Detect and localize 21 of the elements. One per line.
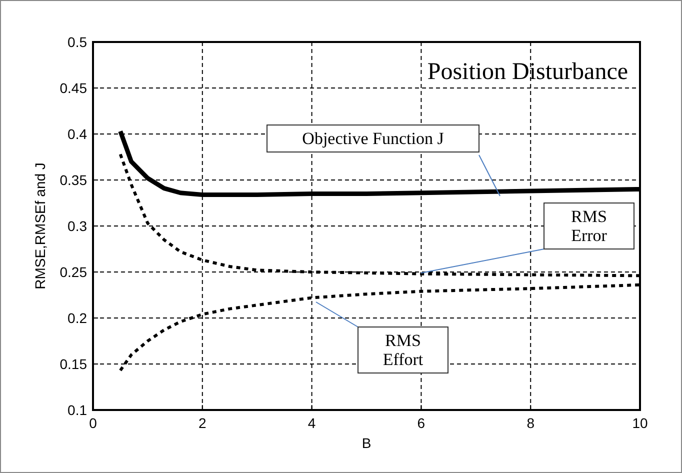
x-tick-label: 10	[632, 415, 648, 431]
y-tick-label: 0.2	[68, 310, 88, 326]
x-tick-label: 8	[526, 415, 535, 431]
y-tick-label: 0.15	[60, 356, 88, 372]
x-axis-title: B	[362, 435, 372, 451]
text: Position Disturbance	[427, 59, 628, 85]
annotation: Objective Function J	[302, 129, 444, 148]
annotation: RMS Error	[571, 207, 608, 245]
x-tick-label: 6	[417, 415, 426, 431]
y-tick-label: 0.35	[60, 172, 88, 188]
y-tick-label: 0.3	[68, 218, 88, 234]
y-axis-title: RMSE,RMSEf and J	[32, 162, 48, 290]
y-tick-label: 0.25	[60, 264, 88, 280]
x-tick-label: 2	[198, 415, 206, 431]
y-tick-label: 0.45	[60, 80, 88, 96]
y-tick-label: 0.5	[68, 34, 88, 50]
y-tick-label: 0.4	[68, 126, 88, 142]
annotation: RMS Effort	[382, 331, 424, 369]
y-tick-label: 0.1	[68, 402, 88, 418]
x-tick-label: 4	[308, 415, 316, 431]
x-tick-label: 0	[89, 415, 98, 431]
